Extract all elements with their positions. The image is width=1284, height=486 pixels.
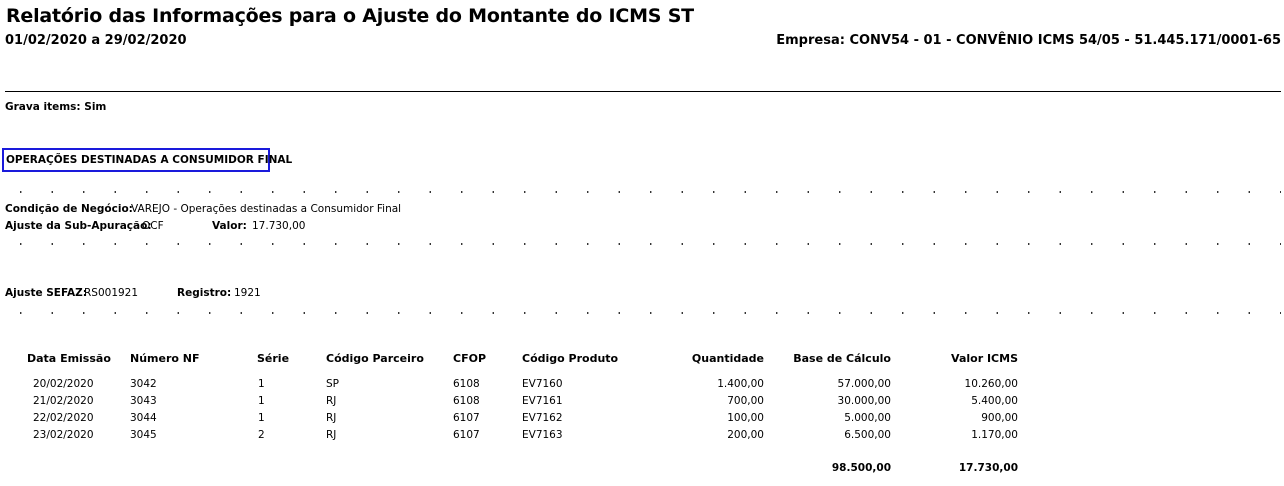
report-title: Relatório das Informações para o Ajuste … (6, 5, 694, 27)
cell-quantidade: 100,00 (727, 412, 764, 424)
cell-codigo-produto: EV7162 (522, 412, 563, 424)
registro-label: Registro: (177, 287, 232, 299)
company-info: Empresa: CONV54 - 01 - CONVÊNIO ICMS 54/… (776, 33, 1281, 48)
cell-quantidade: 700,00 (727, 395, 764, 407)
cell-base-calculo: 5.000,00 (844, 412, 891, 424)
cell-codigo-parceiro: RJ (326, 395, 337, 407)
cell-valor-icms: 1.170,00 (971, 429, 1018, 441)
cell-serie: 1 (258, 412, 265, 424)
cell-numero-nf: 3044 (130, 412, 157, 424)
section-title[interactable]: OPERAÇÕES DESTINADAS A CONSUMIDOR FINAL (2, 148, 292, 172)
cell-cfop: 6107 (453, 429, 480, 441)
ajuste-sub-label: Ajuste da Sub-Apuração: (5, 220, 152, 232)
cell-codigo-parceiro: RJ (326, 429, 337, 441)
condicao-value: VAREJO - Operações destinadas a Consumid… (131, 203, 402, 215)
ajuste-sub-value: OCF (142, 220, 164, 232)
cell-codigo-produto: EV7160 (522, 378, 563, 390)
cell-serie: 2 (258, 429, 265, 441)
cell-data-emissao: 22/02/2020 (33, 412, 94, 424)
dotted-separator (5, 191, 1281, 193)
condicao-label: Condição de Negócio: (5, 203, 133, 215)
col-header-cfop: CFOP (453, 352, 486, 365)
cell-numero-nf: 3043 (130, 395, 157, 407)
cell-codigo-parceiro: SP (326, 378, 339, 390)
dotted-separator (5, 243, 1281, 245)
cell-base-calculo: 6.500,00 (844, 429, 891, 441)
col-header-data-emissao: Data Emissão (27, 352, 111, 365)
cell-base-calculo: 57.000,00 (837, 378, 891, 390)
grava-items-label: Grava items: Sim (5, 101, 107, 113)
cell-data-emissao: 21/02/2020 (33, 395, 94, 407)
cell-quantidade: 200,00 (727, 429, 764, 441)
col-header-valor-icms: Valor ICMS (951, 352, 1018, 365)
cell-valor-icms: 5.400,00 (971, 395, 1018, 407)
cell-serie: 1 (258, 395, 265, 407)
cell-cfop: 6108 (453, 378, 480, 390)
cell-cfop: 6108 (453, 395, 480, 407)
col-header-base-calculo: Base de Cálculo (793, 352, 891, 365)
cell-base-calculo: 30.000,00 (837, 395, 891, 407)
report-period: 01/02/2020 a 29/02/2020 (5, 33, 187, 48)
cell-quantidade: 1.400,00 (717, 378, 764, 390)
header-divider (5, 91, 1281, 92)
cell-codigo-produto: EV7163 (522, 429, 563, 441)
valor-label: Valor: (212, 220, 247, 232)
registro-value: 1921 (234, 287, 261, 299)
valor-value: 17.730,00 (252, 220, 306, 232)
cell-numero-nf: 3045 (130, 429, 157, 441)
cell-numero-nf: 3042 (130, 378, 157, 390)
ajuste-sefaz-label: Ajuste SEFAZ: (5, 287, 87, 299)
col-header-serie: Série (257, 352, 290, 365)
col-header-codigo-parceiro: Código Parceiro (326, 352, 424, 365)
cell-valor-icms: 900,00 (981, 412, 1018, 424)
cell-cfop: 6107 (453, 412, 480, 424)
cell-valor-icms: 10.260,00 (964, 378, 1018, 390)
cell-codigo-produto: EV7161 (522, 395, 563, 407)
ajuste-sefaz-value: RS001921 (84, 287, 139, 299)
col-header-quantidade: Quantidade (691, 352, 764, 365)
total-valor-icms: 17.730,00 (958, 462, 1018, 474)
cell-codigo-parceiro: RJ (326, 412, 337, 424)
cell-data-emissao: 23/02/2020 (33, 429, 94, 441)
total-base-calculo: 98.500,00 (831, 462, 891, 474)
col-header-codigo-produto: Código Produto (522, 352, 619, 365)
dotted-separator (5, 312, 1281, 314)
col-header-numero-nf: Número NF (130, 352, 200, 365)
cell-serie: 1 (258, 378, 265, 390)
cell-data-emissao: 20/02/2020 (33, 378, 94, 390)
